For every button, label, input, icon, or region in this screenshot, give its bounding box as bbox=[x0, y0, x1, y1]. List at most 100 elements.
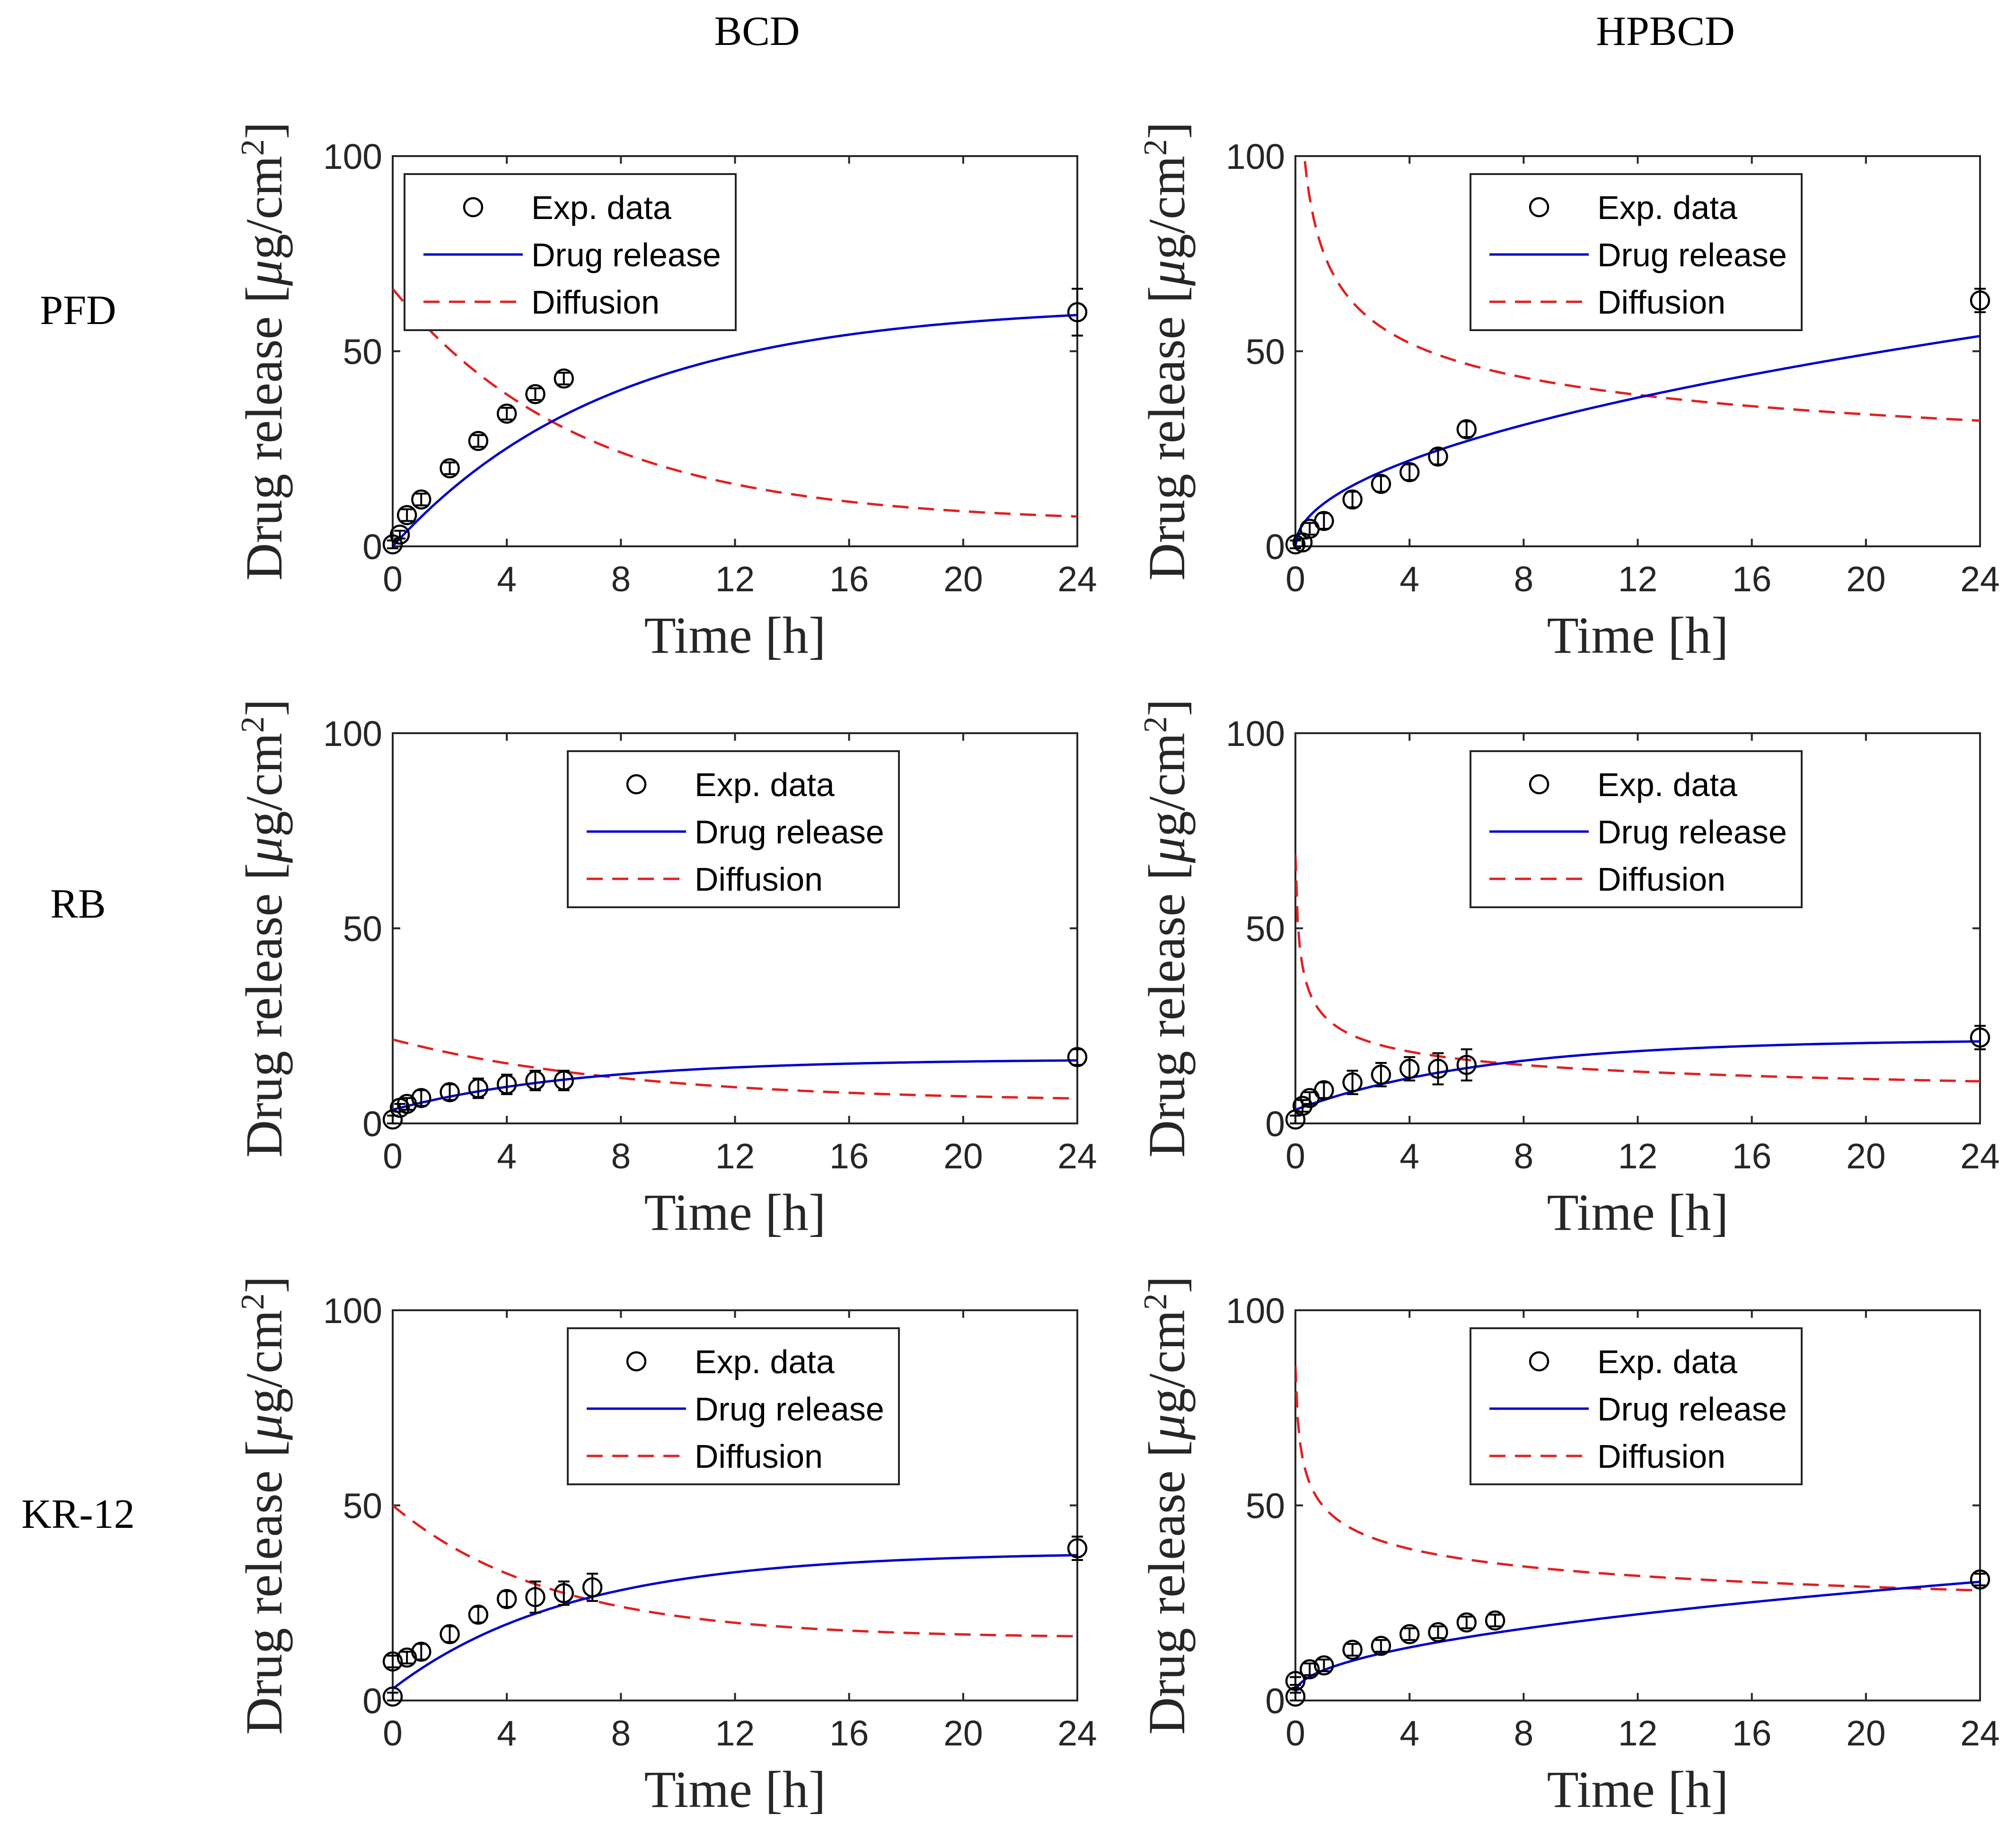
y-tick-label: 50 bbox=[343, 909, 382, 949]
x-tick-label: 20 bbox=[1846, 559, 1885, 599]
exp-marker bbox=[582, 1577, 603, 1597]
exp-marker bbox=[382, 1651, 403, 1672]
drug-release-line bbox=[393, 1554, 1077, 1690]
legend: Exp. data Drug release Diffusion bbox=[567, 1327, 900, 1485]
y-axis-label: Drug release [μg/cm2] bbox=[1137, 699, 1196, 1158]
exp-data-point bbox=[1285, 1109, 1306, 1130]
x-tick-label: 4 bbox=[497, 559, 517, 599]
exp-data-point bbox=[382, 1109, 403, 1130]
y-axis-label-unit: g/cm bbox=[235, 156, 293, 260]
x-tick-label: 24 bbox=[1057, 559, 1097, 599]
exp-data-point bbox=[554, 1580, 574, 1606]
x-tick-label: 0 bbox=[383, 1136, 403, 1176]
y-axis-label-mu: μ bbox=[235, 837, 293, 863]
chart-panel-rb-hpbcd: 0 4 8 12 16 20 24 0 50 100 Time [h] Drug release [μ… bbox=[1137, 699, 2000, 1241]
exp-marker bbox=[389, 525, 410, 545]
exp-marker bbox=[468, 431, 489, 451]
exp-data-point bbox=[582, 1572, 603, 1602]
legend-box bbox=[1470, 173, 1803, 331]
exp-marker bbox=[1399, 1624, 1420, 1644]
exp-marker bbox=[1399, 462, 1420, 482]
exp-data-point bbox=[554, 368, 574, 389]
exp-marker bbox=[1285, 1671, 1306, 1691]
y-axis-label: Drug release [μg/cm2] bbox=[1137, 122, 1196, 581]
x-tick-label: 12 bbox=[1618, 1136, 1657, 1176]
exp-data-point bbox=[411, 1641, 431, 1662]
y-axis-label-unit: g/cm bbox=[235, 733, 293, 837]
x-tick-label: 24 bbox=[1960, 1713, 1999, 1753]
exp-data-point bbox=[468, 1604, 489, 1625]
x-tick-label: 0 bbox=[383, 1713, 403, 1753]
exp-data-point bbox=[1428, 1052, 1448, 1086]
legend-label-release: Drug release bbox=[1597, 237, 1787, 273]
y-tick-label: 100 bbox=[323, 714, 382, 754]
y-axis-label-close: ] bbox=[235, 1276, 293, 1294]
exp-data-point bbox=[1456, 419, 1477, 439]
y-axis-label-unit: g/cm bbox=[1138, 156, 1196, 260]
legend-exp-marker bbox=[1529, 197, 1549, 218]
y-axis-label-mu: μ bbox=[1138, 260, 1196, 286]
exp-data-point bbox=[525, 1580, 546, 1614]
legend-exp-marker bbox=[626, 1351, 647, 1372]
exp-data-point bbox=[496, 1073, 517, 1096]
legend: Exp. data Drug release Diffusion bbox=[404, 173, 737, 331]
exp-marker bbox=[1067, 302, 1088, 323]
exp-data-point bbox=[1456, 1048, 1477, 1082]
exp-marker bbox=[411, 489, 431, 510]
exp-marker bbox=[382, 1686, 403, 1707]
x-tick-label: 12 bbox=[715, 1136, 755, 1176]
exp-marker bbox=[1314, 511, 1334, 531]
exp-marker bbox=[1067, 1538, 1088, 1559]
exp-data-points bbox=[382, 288, 1088, 555]
x-axis-label: Time [h] bbox=[644, 1761, 826, 1818]
y-axis-label-close: ] bbox=[235, 699, 293, 717]
x-tick-label: 0 bbox=[1285, 1713, 1305, 1753]
x-tick-label: 24 bbox=[1057, 1713, 1097, 1753]
exp-data-point bbox=[1428, 1622, 1448, 1642]
y-tick-label: 100 bbox=[1226, 1291, 1285, 1331]
exp-marker bbox=[1970, 1569, 1990, 1590]
exp-marker bbox=[525, 1587, 546, 1607]
x-tick-label: 12 bbox=[1618, 1713, 1657, 1753]
y-axis-label-unit: g/cm bbox=[235, 1310, 293, 1414]
exp-marker bbox=[1371, 1064, 1391, 1085]
exp-data-points bbox=[1285, 288, 1990, 555]
exp-data-point bbox=[1314, 1655, 1334, 1675]
x-tick-label: 8 bbox=[611, 1713, 631, 1753]
legend-exp-marker bbox=[626, 774, 647, 795]
curves bbox=[393, 1038, 1077, 1111]
y-tick-label: 50 bbox=[343, 332, 382, 372]
legend-label-exp: Exp. data bbox=[695, 766, 835, 803]
x-tick-label: 24 bbox=[1057, 1136, 1097, 1176]
legend-box bbox=[1470, 750, 1803, 908]
y-axis-label-text: Drug release [ bbox=[1138, 1440, 1196, 1735]
exp-data-point bbox=[382, 1651, 403, 1672]
exp-data-point bbox=[1371, 473, 1391, 494]
y-axis-label-sup: 2 bbox=[1137, 1293, 1174, 1310]
y-axis-label: Drug release [μg/cm2] bbox=[235, 1276, 293, 1735]
exp-data-point bbox=[496, 403, 517, 424]
exp-data-point bbox=[1067, 288, 1088, 337]
exp-data-point bbox=[1371, 1062, 1391, 1087]
exp-marker bbox=[554, 1070, 574, 1091]
y-tick-label: 100 bbox=[1226, 714, 1285, 754]
exp-data-point bbox=[1399, 1624, 1420, 1644]
x-tick-label: 20 bbox=[943, 1713, 983, 1753]
exp-marker bbox=[1428, 1059, 1448, 1079]
drug-release-line bbox=[1295, 1580, 1980, 1693]
diffusion-line bbox=[1295, 855, 1980, 1083]
exp-data-point bbox=[396, 505, 417, 526]
x-tick-label: 16 bbox=[829, 1713, 869, 1753]
y-tick-label: 50 bbox=[1246, 909, 1285, 949]
x-tick-label: 20 bbox=[943, 1136, 983, 1176]
curves bbox=[393, 288, 1077, 546]
x-tick-label: 16 bbox=[1732, 1713, 1771, 1753]
y-tick-label: 0 bbox=[1265, 1681, 1285, 1721]
exp-marker bbox=[1342, 1639, 1363, 1660]
y-axis-label-sup: 2 bbox=[1137, 716, 1174, 733]
exp-marker bbox=[1314, 1080, 1334, 1101]
x-tick-label: 24 bbox=[1960, 559, 1999, 599]
row-header-rb: RB bbox=[50, 881, 106, 927]
y-tick-label: 0 bbox=[362, 1104, 382, 1144]
